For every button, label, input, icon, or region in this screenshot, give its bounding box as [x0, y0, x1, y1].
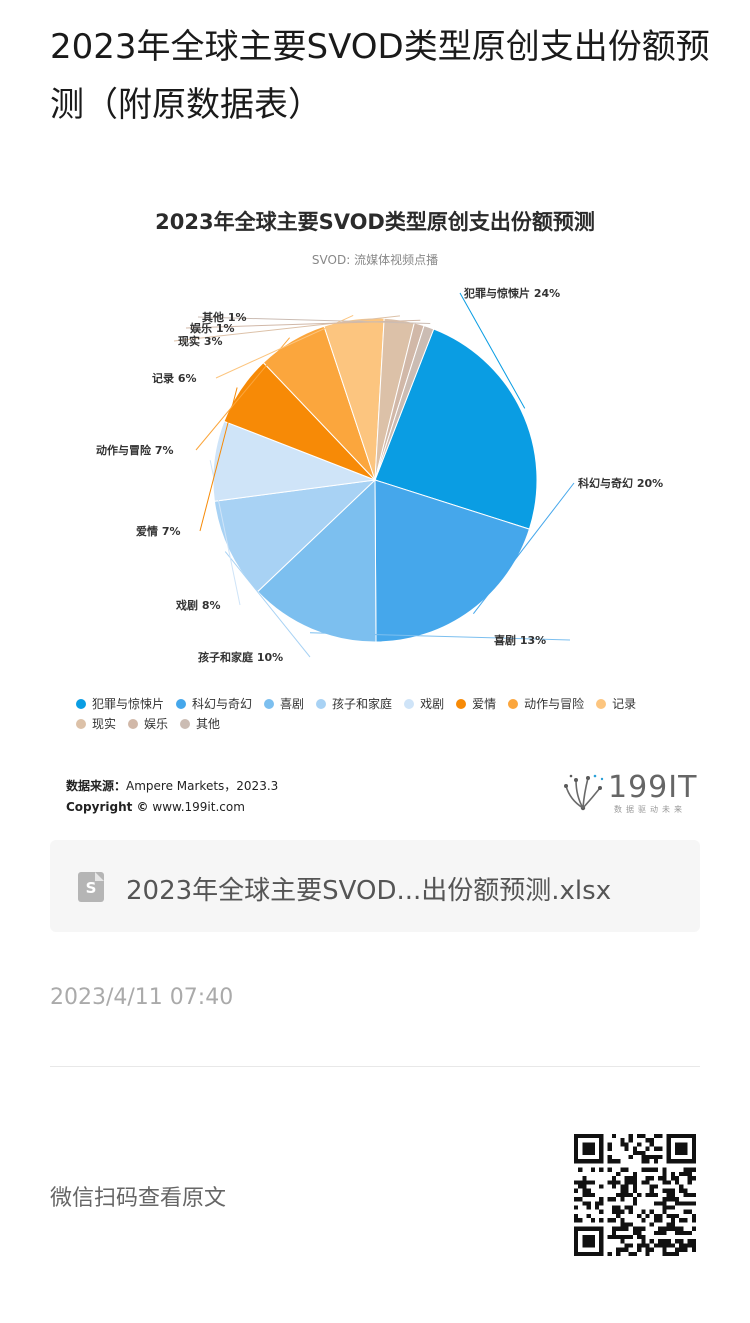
legend-label-7: 记录 [612, 697, 637, 711]
legend-swatch-6 [508, 699, 519, 709]
legend-swatch-0 [76, 699, 86, 709]
data-label-6: 动作与冒险 7% [96, 443, 174, 457]
qr-code-icon[interactable] [574, 1134, 696, 1256]
legend-item-2: 喜剧 [264, 694, 304, 714]
legend-swatch-7 [596, 699, 607, 709]
publish-date: 2023/4/11 07:40 [50, 985, 234, 1010]
data-label-8: 现实 3% [178, 334, 223, 348]
leader-line-9 [185, 319, 421, 329]
legend-item-4: 戏剧 [404, 694, 444, 714]
attachment-card[interactable]: S 2023年全球主要SVOD...出份额预测.xlsx [50, 840, 700, 932]
legend-item-5: 爱情 [456, 694, 496, 714]
spreadsheet-file-icon: S [78, 872, 104, 902]
legend-label-8: 现实 [92, 717, 117, 731]
pie-slice-2 [256, 478, 377, 643]
legend-label-1: 科幻与奇幻 [192, 697, 253, 711]
legend-label-10: 其他 [196, 717, 221, 731]
data-label-4: 戏剧 8% [175, 598, 221, 612]
data-label-9: 娱乐 1% [190, 321, 235, 335]
copyright-label: Copyright © [66, 800, 149, 814]
chart-image: 犯罪与惊悚片 24% 科幻与奇幻 20% 喜剧 13% 孩子和家庭 10% 戏剧 8% 爱… [50, 180, 700, 830]
legend-item-1: 科幻与奇幻 [176, 694, 252, 714]
legend-item-3: 孩子和家庭 [316, 694, 392, 714]
brand-tagline: 数据驱动未来 [614, 805, 686, 814]
brand-mark-icon [564, 774, 604, 811]
data-label-0: 犯罪与惊悚片 24% [463, 286, 560, 300]
data-label-1: 科幻与奇幻 20% [578, 476, 663, 490]
legend-label-4: 戏剧 [420, 697, 445, 711]
attachment-filename[interactable]: 2023年全球主要SVOD...出份额预测.xlsx [126, 876, 612, 906]
legend-swatch-2 [264, 699, 275, 709]
leader-line-3 [224, 551, 311, 658]
source-block: 数据来源：Ampere Markets，2023.3 Copyright © w… [66, 776, 278, 818]
data-label-5: 爱情 7% [136, 524, 181, 538]
copyright-text: www.199it.com [152, 800, 245, 814]
file-icon-letter: S [85, 879, 97, 897]
leader-line-5 [199, 387, 238, 532]
legend-item-10: 其他 [180, 714, 220, 734]
pie-slice-0 [374, 328, 538, 530]
pie-slice-1 [374, 479, 531, 643]
pie-slice-10 [374, 324, 435, 481]
data-label-7: 记录 6% [152, 372, 197, 385]
legend-label-5: 爱情 [472, 697, 497, 711]
legend-label-0: 犯罪与惊悚片 [92, 697, 165, 711]
leader-line-4 [209, 460, 241, 606]
leader-line-1 [473, 482, 575, 614]
legend-label-2: 喜剧 [280, 697, 305, 711]
legend-item-6: 动作与冒险 [508, 694, 584, 714]
legend-swatch-5 [456, 699, 467, 709]
data-label-3: 孩子和家庭 10% [198, 650, 283, 664]
source-label: 数据来源： [66, 779, 127, 793]
leader-line-2 [310, 632, 571, 641]
legend-label-6: 动作与冒险 [524, 697, 585, 711]
leader-line-6 [195, 337, 290, 451]
legend-swatch-3 [316, 699, 327, 709]
brand-name: 199IT [608, 770, 698, 805]
legend-swatch-9 [128, 719, 139, 729]
chart-legend: 犯罪与惊悚片 科幻与奇幻 喜剧 孩子和家庭 戏剧 爱情 动作与冒险 记录现实 娱乐 其他 [76, 694, 686, 734]
source-text: Ampere Markets，2023.3 [126, 779, 279, 793]
brand-logo: 199IT 数据驱动未来 [560, 770, 696, 816]
wechat-scan-prompt: 微信扫码查看原文 [50, 1186, 227, 1211]
data-label-2: 喜剧 13% [494, 633, 546, 647]
chart-title: 2023年全球主要SVOD类型原创支出份额预测 [155, 210, 595, 234]
legend-label-3: 孩子和家庭 [332, 697, 393, 711]
leader-line-0 [459, 292, 526, 409]
leader-line-7 [215, 314, 354, 379]
leader-line-10 [197, 316, 431, 324]
leader-line-8 [173, 315, 401, 342]
article-title: 2023年全球主要SVOD类型原创支出份额预测（附原数据表） [50, 27, 710, 125]
legend-swatch-8 [76, 719, 86, 729]
legend-label-9: 娱乐 [144, 717, 169, 731]
legend-swatch-4 [404, 699, 415, 709]
legend-swatch-10 [180, 719, 191, 729]
legend-item-0: 犯罪与惊悚片 [76, 694, 164, 714]
chart-subtitle: SVOD: 流媒体视频点播 [311, 253, 439, 267]
legend-swatch-1 [176, 699, 187, 709]
legend-item-8: 现实 [76, 714, 116, 734]
legend-item-9: 娱乐 [128, 714, 168, 734]
legend-item-7: 记录 [596, 694, 636, 714]
divider [50, 1066, 700, 1067]
data-label-10: 其他 1% [202, 310, 247, 324]
pie-chart: 犯罪与惊悚片 24% 科幻与奇幻 20% 喜剧 13% 孩子和家庭 10% 戏剧 8% 爱… [96, 286, 663, 664]
